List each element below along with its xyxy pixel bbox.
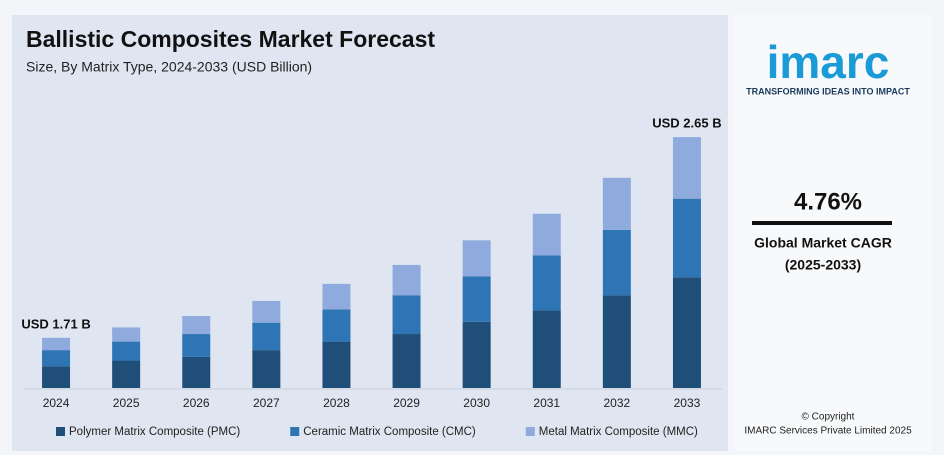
side-panel bbox=[734, 15, 932, 451]
bar-segment bbox=[392, 295, 421, 335]
bar-segment bbox=[322, 309, 351, 342]
bar-segment bbox=[42, 350, 71, 367]
x-tick-label: 2028 bbox=[323, 396, 350, 410]
x-tick-label: 2026 bbox=[183, 396, 210, 410]
legend-swatch bbox=[290, 427, 300, 436]
company: IMARC Services Private Limited 2025 bbox=[744, 426, 912, 437]
bar-segment bbox=[182, 356, 211, 388]
bar-segment bbox=[392, 264, 421, 296]
cagr-value: 4.76% bbox=[794, 188, 862, 215]
cagr-period: (2025-2033) bbox=[785, 257, 861, 273]
cagr-label: Global Market CAGR bbox=[754, 235, 892, 251]
bar-segment bbox=[532, 255, 561, 311]
logo: imarc bbox=[767, 36, 890, 88]
bar-segment bbox=[602, 229, 631, 296]
chart-title: Ballistic Composites Market Forecast bbox=[26, 26, 435, 52]
bar-segment bbox=[112, 360, 141, 388]
bar-segment bbox=[42, 337, 71, 351]
bar-segment bbox=[532, 213, 561, 256]
bar-segment bbox=[462, 321, 491, 388]
bar-segment bbox=[182, 334, 211, 357]
x-tick-label: 2032 bbox=[603, 396, 630, 410]
bar-segment bbox=[322, 341, 351, 388]
bar-segment bbox=[462, 240, 491, 277]
bar-segment bbox=[532, 310, 561, 388]
value-annotation: USD 2.65 B bbox=[652, 116, 721, 131]
bar-segment bbox=[112, 341, 141, 361]
x-tick-label: 2025 bbox=[113, 396, 140, 410]
bar-segment bbox=[602, 295, 631, 388]
legend-label: Metal Matrix Composite (MMC) bbox=[539, 426, 698, 438]
bar-segment bbox=[252, 350, 281, 388]
bar-segment bbox=[672, 277, 701, 388]
bar-segment bbox=[182, 316, 211, 335]
copyright: © Copyright bbox=[802, 412, 855, 423]
legend-label: Ceramic Matrix Composite (CMC) bbox=[303, 426, 476, 438]
legend-swatch bbox=[56, 427, 65, 436]
x-tick-label: 2033 bbox=[674, 396, 701, 410]
x-tick-label: 2031 bbox=[533, 396, 560, 410]
value-annotation: USD 1.71 B bbox=[21, 316, 90, 331]
bar-segment bbox=[252, 322, 281, 351]
divider bbox=[752, 221, 892, 225]
x-tick-label: 2029 bbox=[393, 396, 420, 410]
chart-subtitle: Size, By Matrix Type, 2024-2033 (USD Bil… bbox=[26, 59, 312, 75]
tagline: TRANSFORMING IDEAS INTO IMPACT bbox=[746, 86, 910, 96]
bar-segment bbox=[392, 334, 421, 388]
x-tick-label: 2027 bbox=[253, 396, 280, 410]
bar-segment bbox=[42, 366, 71, 388]
bar-segment bbox=[672, 198, 701, 278]
x-tick-label: 2030 bbox=[463, 396, 490, 410]
bar-segment bbox=[252, 300, 281, 323]
bar-segment bbox=[322, 283, 351, 310]
bar-segment bbox=[462, 276, 491, 322]
x-tick-label: 2024 bbox=[43, 396, 70, 410]
legend-swatch bbox=[525, 427, 535, 436]
bar-segment bbox=[112, 327, 141, 342]
bar-segment bbox=[602, 177, 631, 230]
bar-segment bbox=[672, 137, 701, 199]
legend-label: Polymer Matrix Composite (PMC) bbox=[69, 426, 240, 438]
